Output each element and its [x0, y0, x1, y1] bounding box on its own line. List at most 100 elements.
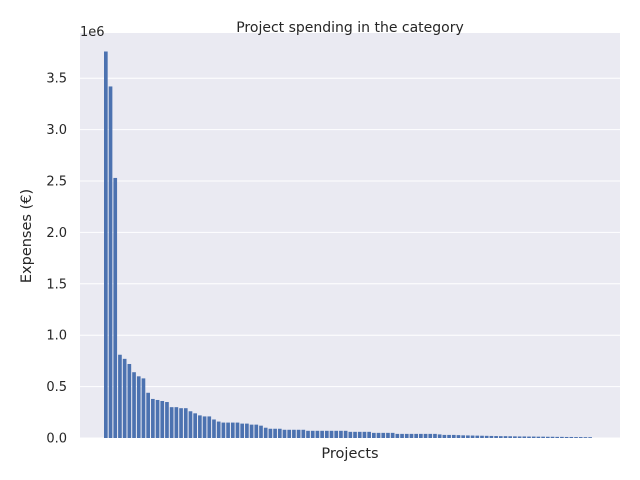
- bar: [216, 421, 221, 438]
- bar: [404, 433, 409, 438]
- y-tick-label: 3.0: [46, 123, 67, 138]
- bar: [513, 436, 517, 438]
- bar: [395, 433, 400, 438]
- bar: [235, 422, 240, 438]
- bar: [437, 434, 442, 438]
- bar: [282, 429, 287, 438]
- bar: [381, 432, 386, 438]
- bar: [320, 430, 324, 438]
- bar: [132, 372, 136, 438]
- bar: [188, 411, 193, 438]
- bar: [461, 435, 466, 438]
- bar: [550, 436, 555, 438]
- bar: [193, 413, 198, 438]
- bar: [583, 437, 588, 438]
- bar: [254, 424, 259, 438]
- x-axis-label: Projects: [321, 446, 378, 462]
- bar: [141, 378, 146, 438]
- bar: [221, 422, 226, 438]
- bar: [442, 434, 447, 438]
- bar: [329, 430, 334, 438]
- bar: [522, 436, 527, 438]
- bar: [484, 435, 489, 438]
- bar: [541, 436, 545, 438]
- bar: [146, 392, 150, 438]
- bar: [268, 428, 273, 438]
- bar: [498, 436, 503, 438]
- bar: [226, 422, 230, 438]
- bar: [202, 416, 207, 438]
- grid-lines: [80, 77, 620, 439]
- bar: [169, 407, 174, 438]
- y-tick-label: 0.5: [46, 380, 67, 395]
- bar: [306, 430, 310, 438]
- bar: [179, 408, 183, 438]
- bar: [104, 51, 108, 439]
- bar: [118, 354, 122, 438]
- y-tick-label: 2.0: [46, 226, 67, 241]
- bar: [212, 419, 216, 438]
- bar: [433, 433, 437, 438]
- y-tick-label: 0.0: [46, 432, 67, 447]
- bar: [263, 427, 268, 438]
- bar: [470, 435, 475, 438]
- bar: [136, 376, 141, 438]
- bar: [447, 434, 451, 438]
- bar: [475, 435, 480, 438]
- bar: [296, 429, 301, 438]
- bar: [108, 86, 113, 438]
- bar: [315, 430, 320, 438]
- bar: [574, 437, 578, 438]
- bar: [536, 436, 541, 438]
- bar: [151, 398, 155, 438]
- bar: [310, 430, 315, 438]
- bar: [489, 435, 494, 438]
- bar: [527, 436, 531, 438]
- y-axis-scale-label: 1e6: [80, 25, 105, 40]
- bar: [419, 433, 423, 438]
- plot-background: [80, 33, 620, 438]
- bar: [494, 436, 498, 438]
- bar: [240, 423, 245, 438]
- bar: [339, 430, 343, 438]
- bar: [277, 428, 282, 438]
- bar: [207, 416, 212, 438]
- y-tick-label: 1.0: [46, 329, 67, 344]
- bar: [249, 424, 254, 438]
- bar: [160, 400, 165, 438]
- bar: [466, 435, 470, 438]
- bar: [517, 436, 522, 438]
- bar: [564, 436, 569, 438]
- bar: [183, 408, 188, 438]
- bar: [301, 429, 306, 438]
- bar: [230, 422, 235, 438]
- bar: [198, 415, 202, 438]
- bar: [343, 430, 348, 438]
- y-tick-label: 3.5: [46, 72, 67, 87]
- bars: [104, 51, 592, 439]
- bar: [292, 429, 296, 438]
- bar: [245, 423, 249, 438]
- bar: [353, 431, 357, 438]
- bar: [324, 430, 329, 438]
- bar: [376, 432, 381, 438]
- bar: [456, 435, 461, 438]
- bar: [155, 399, 160, 438]
- y-axis-label: Expenses (€): [19, 189, 35, 283]
- bar: [409, 433, 414, 438]
- bar: [390, 432, 395, 438]
- bar: [400, 433, 404, 438]
- bar: [569, 436, 574, 438]
- bar: [588, 437, 592, 438]
- bar: [423, 433, 428, 438]
- bar: [122, 358, 127, 438]
- bar: [273, 428, 277, 438]
- bar: [451, 434, 456, 438]
- y-tick-labels: 0.0 0.5 1.0 1.5 2.0 2.5 3.0 3.5: [46, 72, 67, 447]
- bar: [508, 436, 513, 438]
- bar: [578, 437, 583, 438]
- bar: [113, 177, 118, 438]
- bar: [386, 432, 390, 438]
